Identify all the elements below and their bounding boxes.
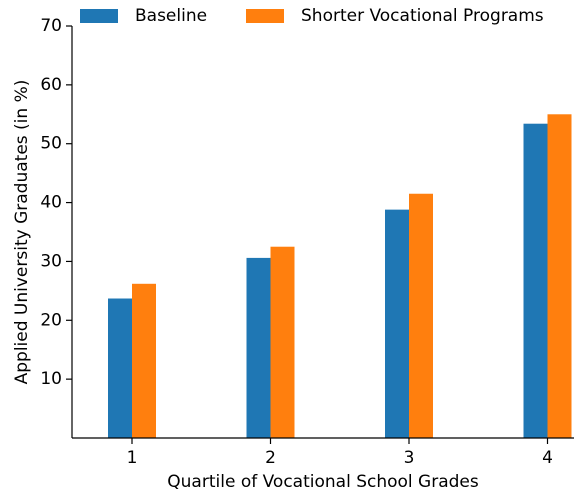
- bar: [523, 123, 548, 439]
- y-tick-label: 60: [40, 75, 62, 95]
- y-axis-label: Applied University Graduates (in %): [12, 80, 32, 385]
- legend-swatch: [246, 9, 284, 23]
- x-tick-label: 2: [265, 448, 276, 468]
- legend-label: Shorter Vocational Programs: [301, 6, 544, 26]
- legend-swatch: [80, 9, 118, 23]
- y-tick-label: 50: [40, 134, 62, 154]
- x-tick-label: 4: [542, 448, 553, 468]
- legend-label: Baseline: [135, 6, 207, 26]
- bar: [409, 193, 433, 438]
- bar: [108, 298, 132, 438]
- bar: [246, 257, 271, 438]
- x-tick-label: 1: [127, 448, 138, 468]
- x-axis-label: Quartile of Vocational School Grades: [167, 472, 479, 492]
- y-tick-label: 30: [40, 251, 62, 271]
- bar: [270, 246, 295, 438]
- bar: [385, 209, 409, 438]
- y-tick-label: 70: [40, 16, 62, 36]
- bar: [547, 114, 572, 439]
- y-tick-label: 20: [40, 310, 62, 330]
- y-tick-label: 40: [40, 193, 62, 213]
- bar: [132, 283, 156, 438]
- x-tick-label: 3: [404, 448, 415, 468]
- y-tick-label: 10: [40, 369, 62, 389]
